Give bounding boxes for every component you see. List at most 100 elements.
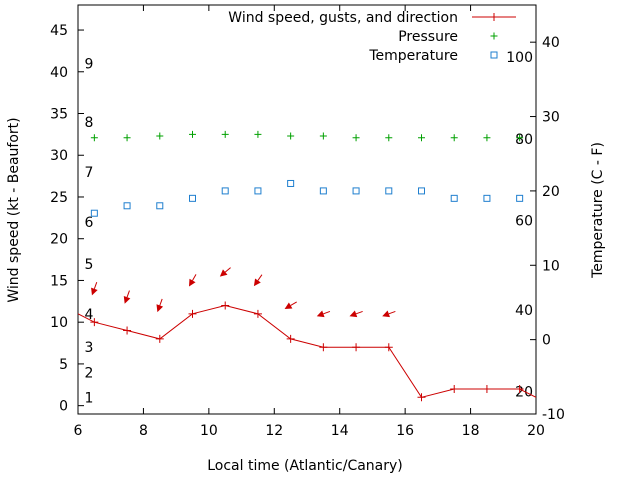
pressure-point <box>287 132 295 140</box>
y-tick-label: 35 <box>50 107 68 123</box>
fahrenheit-label: 40 <box>515 303 533 319</box>
wind-speed-point <box>90 318 99 327</box>
temperature-point <box>287 179 295 187</box>
wind-speed-point <box>319 343 328 352</box>
temperature-point <box>319 187 327 195</box>
beaufort-label: 3 <box>85 340 94 356</box>
wind-direction-arrow <box>93 282 98 289</box>
temperature-point <box>516 194 524 202</box>
wind-direction-arrow <box>323 310 331 315</box>
pressure-point <box>319 132 327 140</box>
legend: Wind speed, gusts, and direction Pressure… <box>228 10 516 64</box>
legend-swatch-marker <box>490 13 498 21</box>
wind-direction-arrowhead <box>219 269 228 277</box>
beaufort-label: 6 <box>85 215 94 231</box>
wind-direction-arrowhead <box>382 310 390 318</box>
x-tick-label: 8 <box>139 423 148 439</box>
beaufort-label: 1 <box>85 390 94 406</box>
pressure-point <box>221 130 229 138</box>
pressure-point <box>352 134 360 142</box>
temperature-point <box>450 194 458 202</box>
temperature-point <box>221 187 229 195</box>
fahrenheit-label: 100 <box>506 50 533 66</box>
wind-direction-arrowhead <box>91 287 98 296</box>
wind-speed-line <box>78 304 536 398</box>
temperature-point <box>254 187 262 195</box>
y-axis-label: Wind speed (kt - Beaufort) <box>6 117 22 302</box>
pressure-point <box>254 130 262 138</box>
y-tick-label: 5 <box>59 357 68 373</box>
pressure-point <box>90 134 98 142</box>
pressure-point <box>450 134 458 142</box>
x-tick-label: 6 <box>74 423 83 439</box>
wind-speed-point <box>384 343 393 352</box>
wind-speed-point <box>482 384 491 393</box>
legend-swatch-marker <box>490 32 498 40</box>
beaufort-label: 8 <box>85 115 94 131</box>
x-tick-label: 16 <box>396 423 414 439</box>
wind-direction-arrowhead <box>156 304 164 313</box>
axes: 6 8 10 12 14 16 18 20051015202530354045-1001020… <box>50 5 565 439</box>
y2-axis-label: Temperature (C - F) <box>590 142 606 279</box>
wind-direction-arrow <box>355 310 363 315</box>
y2-tick-label: 20 <box>542 184 560 200</box>
y-tick-label: 40 <box>50 65 68 81</box>
temperature-point <box>352 187 360 195</box>
temperature-point <box>418 187 425 195</box>
y2-tick-label: -10 <box>542 407 565 423</box>
fahrenheit-label: 60 <box>515 214 533 230</box>
wind-speed-point <box>123 326 132 335</box>
wind-speed-point <box>221 301 230 310</box>
temperature-point <box>123 202 131 210</box>
beaufort-label: 5 <box>85 257 94 273</box>
wind-direction-arrow <box>126 290 130 298</box>
x-tick-label: 20 <box>527 423 545 439</box>
legend-label: Pressure <box>398 29 458 45</box>
x-tick-label: 12 <box>265 423 283 439</box>
y2-tick-label: 10 <box>542 258 560 274</box>
wind-direction-arrowhead <box>349 310 358 318</box>
wind-speed-point <box>515 384 524 393</box>
temperature-point <box>90 209 98 217</box>
wind-speed-point <box>253 309 262 318</box>
temperature-point <box>156 202 164 210</box>
beaufort-label: 7 <box>85 165 94 181</box>
wind-direction-arrowhead <box>284 302 293 309</box>
y-tick-label: 10 <box>50 315 68 331</box>
pressure-point <box>189 130 196 138</box>
legend-swatch-marker <box>490 51 498 59</box>
pressure-point <box>385 134 393 142</box>
wind-direction-arrow <box>290 301 297 306</box>
wind-direction-arrow <box>388 310 396 315</box>
x-axis-label: Local time (Atlantic/Canary) <box>207 458 403 474</box>
x-tick-label: 18 <box>462 423 480 439</box>
y2-tick-label: 0 <box>542 333 551 349</box>
beaufort-label: 4 <box>85 307 94 323</box>
wind-speed-point <box>352 343 361 352</box>
y-tick-label: 15 <box>50 273 68 289</box>
series-layer <box>78 130 536 402</box>
wind-direction-arrowhead <box>253 278 261 287</box>
y-tick-label: 25 <box>50 190 68 206</box>
fahrenheit-label: 80 <box>515 132 533 148</box>
y2-tick-label: 30 <box>542 110 560 126</box>
wind-speed-point <box>417 393 426 402</box>
wind-speed-point <box>188 309 197 318</box>
y-tick-label: 0 <box>59 399 68 415</box>
plot-frame <box>77 4 537 415</box>
wind-direction-arrowhead <box>189 278 196 287</box>
temperature-point <box>189 194 196 202</box>
pressure-point <box>483 134 491 142</box>
y-tick-label: 45 <box>50 23 68 39</box>
wind-speed-point <box>155 334 164 343</box>
x-tick-label: 14 <box>331 423 349 439</box>
beaufort-label: 2 <box>85 365 94 381</box>
wind-speed-point <box>450 384 459 393</box>
y2-tick-label: 40 <box>542 35 560 51</box>
pressure-point <box>123 134 131 142</box>
pressure-point <box>516 134 524 142</box>
pressure-point <box>418 134 425 142</box>
y-tick-label: 30 <box>50 148 68 164</box>
beaufort-label: 9 <box>85 56 94 72</box>
